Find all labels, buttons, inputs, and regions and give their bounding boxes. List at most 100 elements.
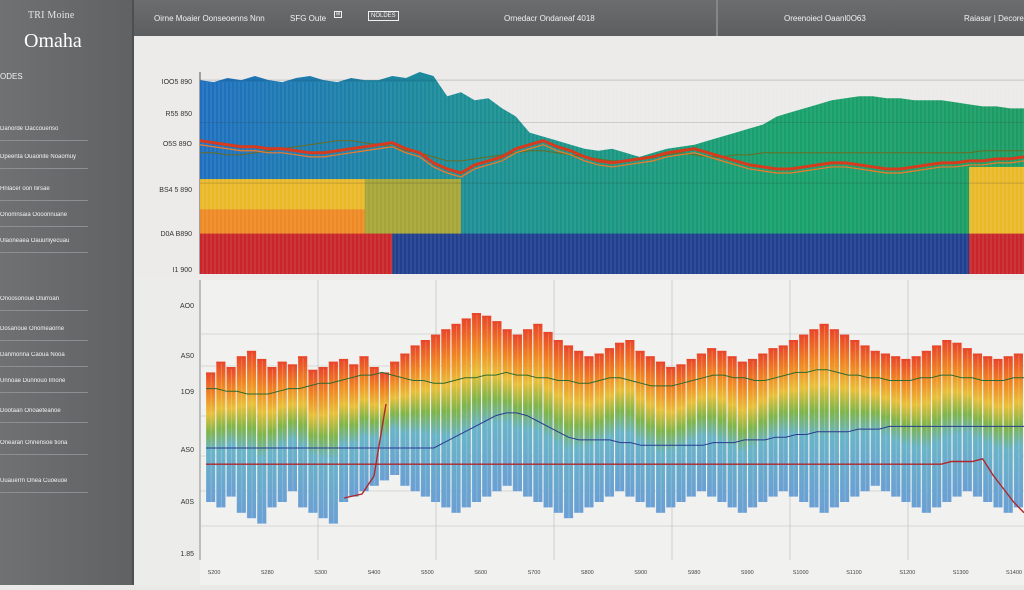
lower-bar bbox=[574, 350, 584, 513]
lower-bar bbox=[727, 356, 737, 508]
lower-y-tick: A0S bbox=[181, 499, 195, 506]
lower-bar bbox=[850, 340, 860, 497]
lower-bar bbox=[236, 356, 246, 513]
report-right-menu[interactable]: Raiasar | Decore bbox=[964, 14, 1024, 23]
lower-line-green-line bbox=[206, 369, 1024, 395]
lower-bar bbox=[553, 340, 563, 513]
upper-y-tick: IOO5 890 bbox=[162, 79, 192, 86]
lower-x-tick: S980 bbox=[688, 570, 701, 576]
lower-bar bbox=[226, 367, 236, 497]
sidebar-item[interactable]: Onoosonoue Dlurroan bbox=[0, 296, 60, 302]
lower-bar bbox=[471, 313, 482, 502]
lower-bar bbox=[298, 356, 308, 508]
lower-x-tick: S200 bbox=[208, 570, 221, 576]
lower-bar bbox=[420, 340, 430, 497]
report-title: Oirne Moaier Oonseoenns Nnn bbox=[154, 14, 265, 23]
lower-bar bbox=[604, 348, 614, 497]
lower-x-tick: S500 bbox=[421, 570, 434, 576]
lower-x-tick: S400 bbox=[368, 570, 381, 576]
lower-bar bbox=[522, 329, 533, 497]
lower-bar bbox=[246, 350, 257, 519]
sidebar-item[interactable]: Ulaoneaea Oauurliyecuau bbox=[0, 238, 70, 244]
lower-bar bbox=[1013, 353, 1023, 508]
lower-bar bbox=[502, 329, 512, 486]
lower-bar bbox=[216, 361, 226, 508]
lower-x-tick: S900 bbox=[634, 570, 647, 576]
lower-y-tick: 1.85 bbox=[180, 551, 194, 558]
lower-bar bbox=[594, 353, 604, 502]
logo-small: TRI Moine bbox=[28, 10, 75, 21]
sidebar-item[interactable]: Onomnsaia Oooonnuane bbox=[0, 212, 68, 218]
upper-line-red bbox=[199, 139, 1024, 175]
lower-bar bbox=[287, 364, 298, 492]
lower-bar bbox=[379, 372, 390, 481]
sidebar-divider bbox=[0, 200, 88, 201]
lower-bar bbox=[645, 356, 655, 508]
lower-bar bbox=[717, 350, 727, 502]
lower-bar bbox=[615, 342, 625, 492]
lower-bar bbox=[983, 356, 993, 502]
sidebar-item[interactable]: Danorde Oaccouenso bbox=[0, 126, 59, 132]
lower-bar bbox=[778, 345, 788, 492]
lower-bar bbox=[768, 348, 778, 497]
lower-bar bbox=[1003, 356, 1013, 513]
lower-bar bbox=[328, 361, 338, 524]
lower-bar bbox=[635, 350, 645, 502]
top-bar: Oirne Moaier Oonseoenns Nnn SFG Oute ⊞ N… bbox=[134, 0, 1024, 36]
lower-y-tick: AS0 bbox=[181, 447, 194, 454]
sidebar-section-title: ODES bbox=[0, 72, 23, 81]
lower-x-tick: S700 bbox=[528, 570, 541, 576]
sidebar-item[interactable]: Hnlacer oon llirsae bbox=[0, 186, 50, 192]
sidebar-item[interactable]: Dootaan Onoaeteanoe bbox=[0, 408, 61, 414]
lower-bar bbox=[819, 323, 829, 513]
lower-bar bbox=[860, 345, 870, 492]
report-badge: NOLDES bbox=[368, 11, 399, 21]
lower-bar bbox=[666, 367, 676, 508]
upper-line-orange bbox=[199, 144, 1024, 178]
upper-base-navy bbox=[392, 233, 970, 274]
lower-bar bbox=[737, 361, 747, 513]
lower-bar bbox=[533, 323, 543, 502]
lower-bar bbox=[686, 358, 696, 497]
lower-y-tick: AO0 bbox=[180, 303, 194, 310]
lower-x-tick: S990 bbox=[741, 570, 754, 576]
lower-bar bbox=[441, 329, 451, 508]
sidebar-item[interactable]: Unnoae Dunnouo Imone bbox=[0, 378, 66, 384]
lower-x-tick: S800 bbox=[581, 570, 594, 576]
sidebar-item[interactable]: Uuauerrn Onea Cuoeuoe bbox=[0, 478, 68, 484]
lower-bar bbox=[911, 356, 921, 508]
upper-y-tick: R55 850 bbox=[166, 111, 193, 118]
sidebar-item[interactable]: Danmorina Caoua Nooa bbox=[0, 352, 65, 358]
lower-bar bbox=[257, 358, 267, 524]
lower-bar bbox=[410, 345, 420, 492]
lower-bar bbox=[952, 342, 962, 497]
lower-bar bbox=[625, 340, 635, 497]
lower-bar bbox=[482, 315, 492, 497]
sidebar-divider bbox=[0, 340, 88, 341]
upper-chart: IOO5 890 R55 850 O5S 89O BS4 5 890 D0A B890 I… bbox=[134, 36, 1024, 278]
sidebar-item[interactable]: Dosanoue Onomeaorne bbox=[0, 326, 65, 332]
sidebar-item[interactable]: Onearan Onnensoe tiona bbox=[0, 440, 68, 446]
lower-bar bbox=[318, 367, 328, 519]
lower-bar bbox=[942, 340, 952, 502]
lower-bar bbox=[972, 353, 983, 497]
upper-y-tick: D0A B890 bbox=[160, 231, 192, 238]
lower-x-tick: S1400 bbox=[1006, 570, 1022, 576]
report-right-title: Oreenoiecl Oaanl0O63 bbox=[784, 14, 866, 23]
chart-area: IOO5 890 R55 850 O5S 89O BS4 5 890 D0A B890 I… bbox=[134, 36, 1024, 585]
sidebar-divider bbox=[0, 392, 88, 393]
lower-bar bbox=[799, 334, 809, 502]
lower-x-tick: S280 bbox=[261, 570, 274, 576]
lower-x-tick: S600 bbox=[474, 570, 487, 576]
lower-bar bbox=[962, 348, 972, 492]
report-code: SFG Oute bbox=[290, 14, 327, 23]
topbar-divider bbox=[716, 0, 718, 36]
sidebar-divider bbox=[0, 252, 88, 253]
sidebar-item[interactable]: Dpeenta Ouaonite Noaomuy bbox=[0, 154, 77, 160]
lower-y-tick: 1O9 bbox=[181, 389, 194, 396]
sidebar-divider bbox=[0, 454, 88, 455]
lower-bar bbox=[676, 364, 686, 502]
lower-bar bbox=[400, 353, 410, 486]
lower-bar bbox=[880, 353, 891, 492]
lower-x-tick: S1300 bbox=[953, 570, 969, 576]
